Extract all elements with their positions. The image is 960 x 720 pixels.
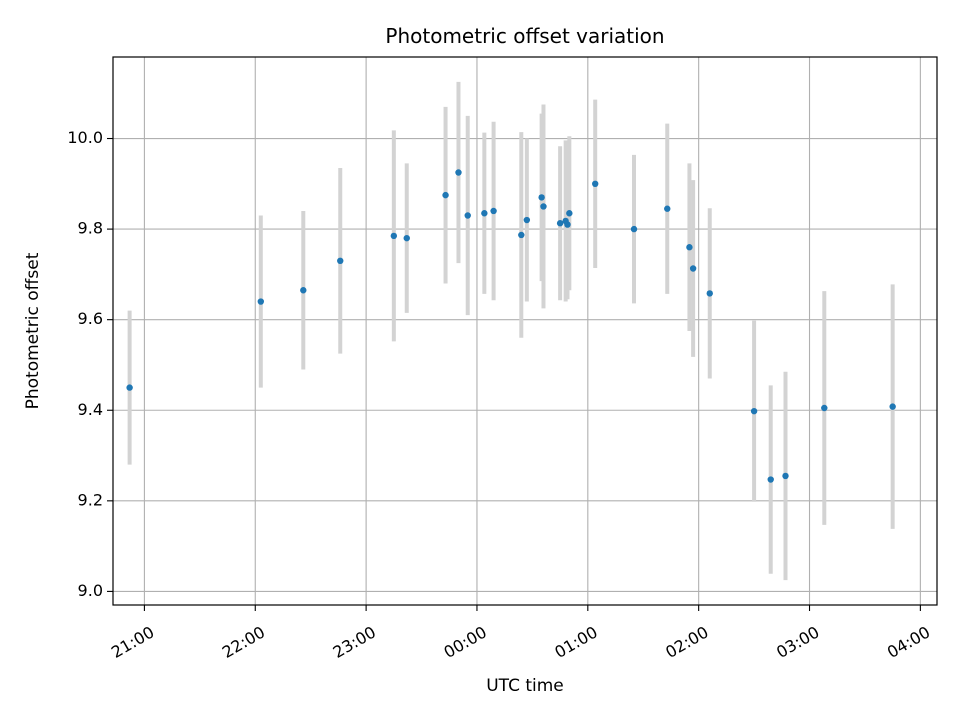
data-point — [518, 231, 525, 239]
data-point — [750, 407, 758, 415]
y-tick-label: 9.0 — [78, 581, 103, 600]
x-tick-label: 23:00 — [330, 622, 379, 662]
data-point — [689, 265, 697, 272]
data-point — [300, 287, 307, 294]
data-point — [566, 210, 573, 217]
y-tick-label: 10.0 — [67, 128, 103, 147]
plot-frame — [112, 56, 938, 606]
x-tick-label: 02:00 — [662, 622, 711, 662]
x-tick-label: 00:00 — [441, 622, 490, 662]
x-axis: 21:00 22:00 23:00 00:00 01:00 02:00 03:00 04:00 — [108, 605, 933, 662]
data-point — [889, 403, 896, 410]
data-point — [257, 298, 265, 305]
x-axis-label: UTC time — [486, 676, 564, 696]
data-point — [490, 207, 497, 215]
data-point — [523, 216, 531, 224]
chart-title: Photometric offset variation — [385, 24, 664, 48]
data-point — [686, 244, 693, 251]
data-point — [630, 225, 638, 233]
y-tick-label: 9.6 — [78, 309, 103, 328]
x-tick-label: 01:00 — [551, 622, 600, 662]
data-point — [782, 472, 789, 480]
data-point — [556, 220, 564, 227]
data-point — [706, 290, 713, 297]
data-point — [538, 194, 545, 201]
data-points — [126, 169, 896, 483]
data-point — [442, 191, 449, 199]
data-point — [481, 210, 488, 217]
data-point — [564, 221, 571, 228]
data-point — [664, 205, 671, 212]
data-point — [464, 212, 471, 219]
data-point — [821, 404, 828, 412]
data-point — [592, 180, 599, 188]
error-bars — [127, 81, 895, 581]
y-axis: 9.0 9.2 9.4 9.6 9.8 10.0 — [67, 128, 113, 600]
data-point — [455, 169, 462, 176]
data-point — [390, 232, 398, 240]
x-tick-label: 22:00 — [219, 622, 268, 662]
x-tick-label: 21:00 — [108, 622, 157, 662]
data-point — [540, 203, 547, 210]
data-point — [767, 476, 774, 483]
data-point — [126, 384, 133, 391]
x-tick-label: 04:00 — [884, 622, 933, 662]
y-tick-label: 9.8 — [78, 219, 103, 238]
y-tick-label: 9.2 — [78, 490, 103, 509]
y-tick-label: 9.4 — [78, 400, 103, 419]
data-point — [403, 234, 410, 242]
y-axis-label: Photometric offset — [23, 252, 43, 409]
x-tick-label: 03:00 — [773, 622, 822, 662]
data-point — [337, 257, 344, 265]
